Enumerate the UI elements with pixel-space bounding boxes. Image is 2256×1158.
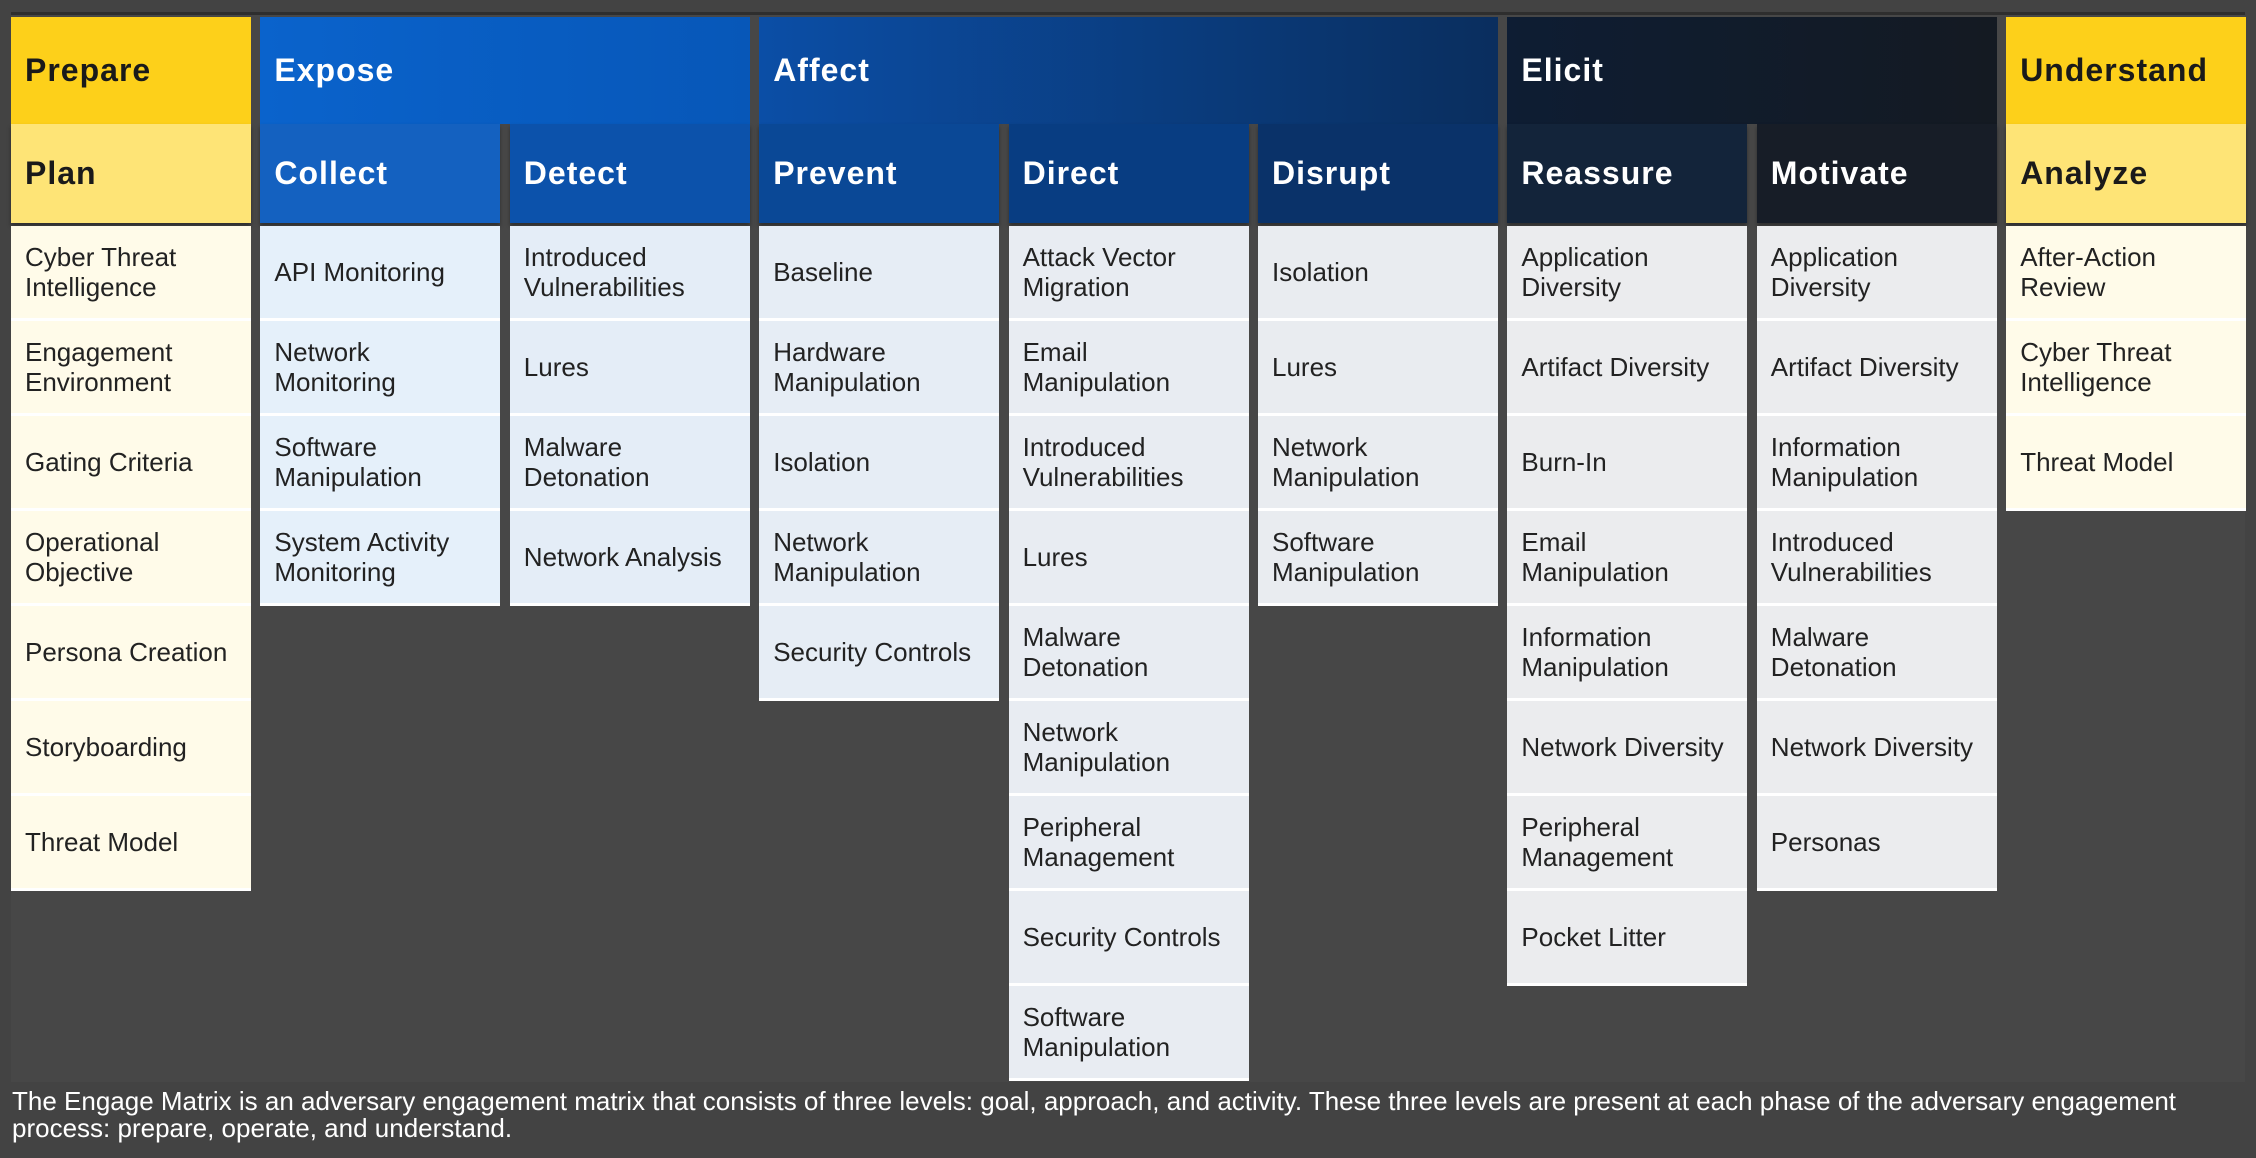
activity-cell: Introduced Vulnerabilities — [1008, 416, 1249, 511]
activity-cell: Malware Detonation — [509, 416, 750, 511]
goal-header: Understand — [2006, 17, 2247, 124]
activity-cell: Introduced Vulnerabilities — [1756, 511, 1997, 606]
activity-cell: Application Diversity — [1507, 226, 1748, 321]
activity-cell: Information Manipulation — [1507, 606, 1748, 701]
activity-cell: Hardware Manipulation — [759, 321, 1000, 416]
engage-matrix: Prepare Plan Cyber Threat Intelligence Enga… — [11, 12, 2247, 1082]
activity-cell: Burn-In — [1507, 416, 1748, 511]
activity-cell: Network Diversity — [1756, 701, 1997, 796]
activity-cell: System Activity Monitoring — [260, 511, 501, 606]
activity-cell: Baseline — [759, 226, 1000, 321]
activity-cell: Personas — [1756, 796, 1997, 891]
approach-header: Collect — [260, 124, 501, 223]
activity-cell: Artifact Diversity — [1507, 321, 1748, 416]
activity-cell: Email Manipulation — [1008, 321, 1249, 416]
activity-cell: Cyber Threat Intelligence — [11, 226, 251, 321]
activity-cell: Network Manipulation — [1258, 416, 1498, 511]
activity-cell: Information Manipulation — [1756, 416, 1997, 511]
activity-cell: Introduced Vulnerabilities — [509, 226, 750, 321]
activity-cell: Operational Objective — [11, 511, 251, 606]
activity-cell: After-Action Review — [2006, 226, 2247, 321]
activity-cell: Network Diversity — [1507, 701, 1748, 796]
approach-header: Direct — [1008, 124, 1249, 223]
activity-cell: Email Manipulation — [1507, 511, 1748, 606]
activity-cell: Gating Criteria — [11, 416, 251, 511]
goal-header: Expose — [260, 17, 750, 124]
approach-header: Reassure — [1507, 124, 1748, 223]
activity-cell: Network Monitoring — [260, 321, 501, 416]
activity-cell: Lures — [1008, 511, 1249, 606]
goal-header: Prepare — [11, 17, 251, 124]
activity-cell: Threat Model — [2006, 416, 2247, 511]
goal-header: Affect — [759, 17, 1498, 124]
activity-cell: Isolation — [1258, 226, 1498, 321]
approach-header: Prevent — [759, 124, 1000, 223]
activity-cell: Application Diversity — [1756, 226, 1997, 321]
activity-cell: Network Manipulation — [1008, 701, 1249, 796]
activity-cell: Engagement Environment — [11, 321, 251, 416]
activity-cell: Lures — [1258, 321, 1498, 416]
goal-header: Elicit — [1507, 17, 1997, 124]
activity-cell: Pocket Litter — [1507, 891, 1748, 986]
approach-header: Plan — [11, 124, 251, 223]
activity-cell: Network Manipulation — [759, 511, 1000, 606]
activity-cell: Storyboarding — [11, 701, 251, 796]
activity-cell: Malware Detonation — [1756, 606, 1997, 701]
activity-cell: Cyber Threat Intelligence — [2006, 321, 2247, 416]
activity-cell: Software Manipulation — [1258, 511, 1498, 606]
activity-cell: Peripheral Management — [1507, 796, 1748, 891]
activity-cell: Malware Detonation — [1008, 606, 1249, 701]
activity-cell: Persona Creation — [11, 606, 251, 701]
activity-cell: Artifact Diversity — [1756, 321, 1997, 416]
activity-cell: Threat Model — [11, 796, 251, 891]
activity-cell: Peripheral Management — [1008, 796, 1249, 891]
approach-header: Motivate — [1756, 124, 1997, 223]
activity-cell: Software Manipulation — [260, 416, 501, 511]
approach-header: Analyze — [2006, 124, 2247, 223]
activity-cell: API Monitoring — [260, 226, 501, 321]
activity-cell: Attack Vector Migration — [1008, 226, 1249, 321]
activity-cell: Isolation — [759, 416, 1000, 511]
activity-cell: Lures — [509, 321, 750, 416]
approach-header: Disrupt — [1258, 124, 1498, 223]
approach-header: Detect — [509, 124, 750, 223]
activity-cell: Security Controls — [1008, 891, 1249, 986]
caption: The Engage Matrix is an adversary engage… — [12, 1086, 2177, 1143]
activity-cell: Security Controls — [759, 606, 1000, 701]
activity-cell: Network Analysis — [509, 511, 750, 606]
activity-cell: Software Manipulation — [1008, 986, 1249, 1081]
